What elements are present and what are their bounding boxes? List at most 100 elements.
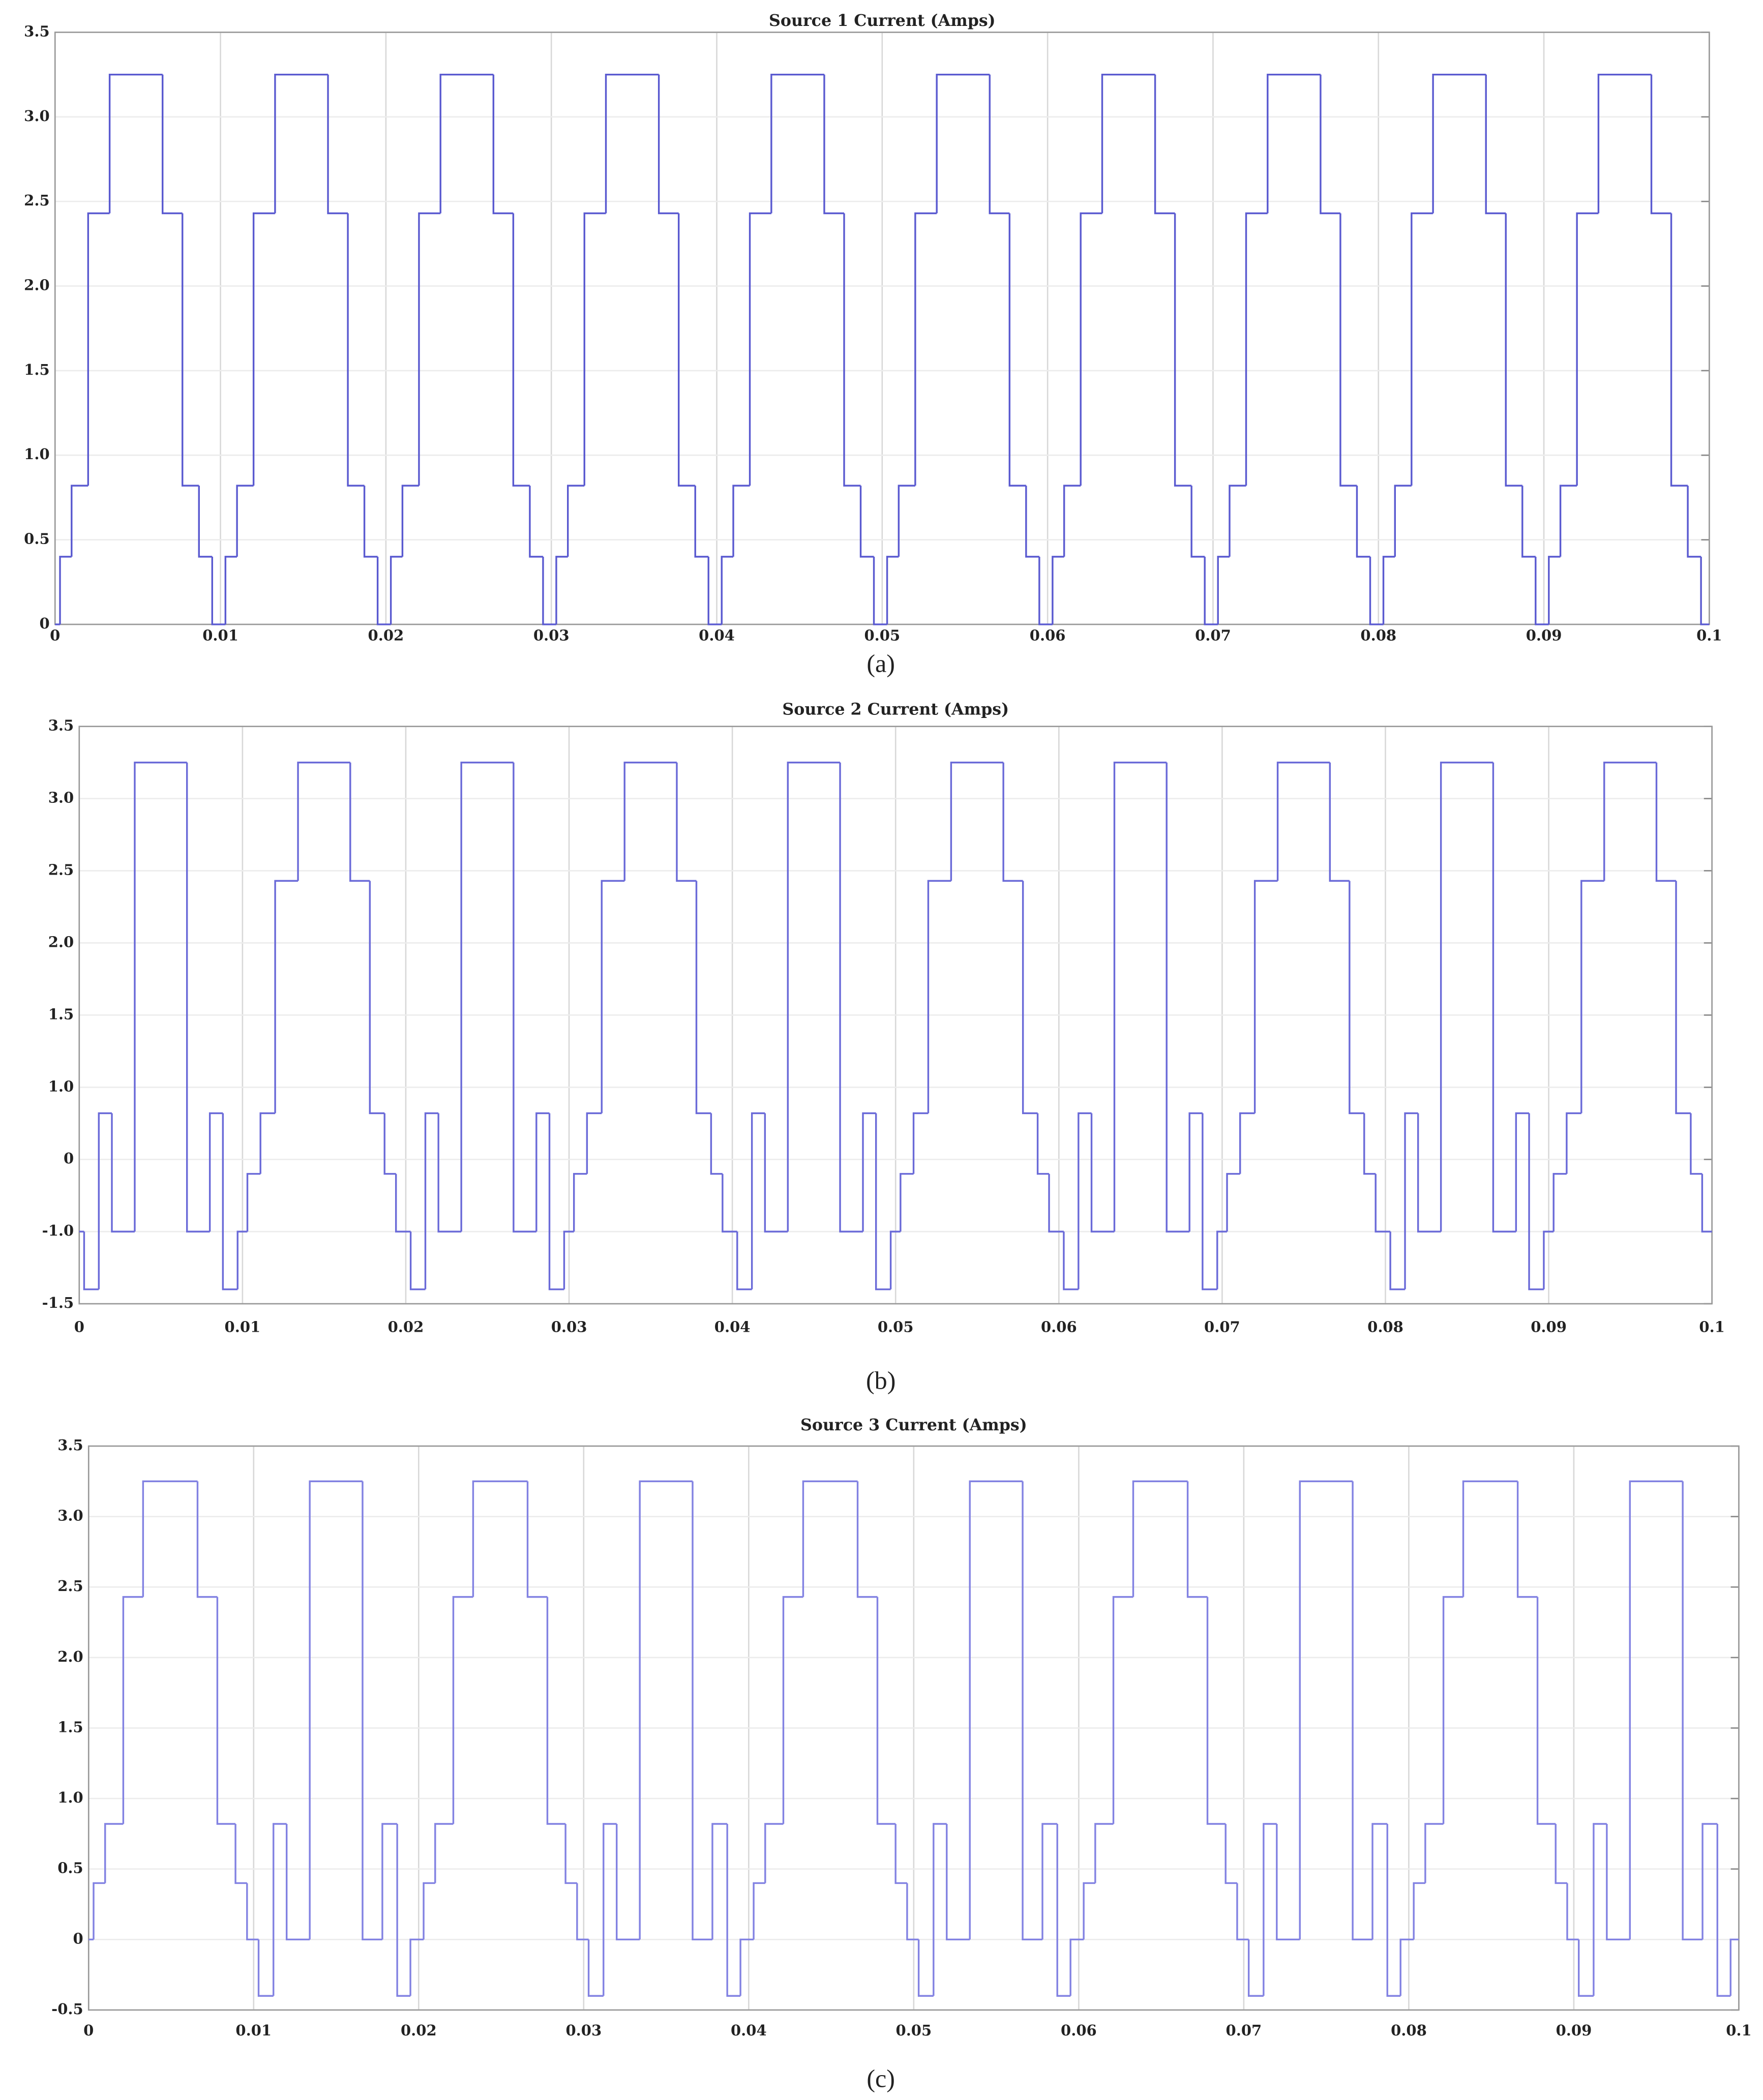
x-tick-label: 0.04 [699, 627, 735, 644]
step-segment [59, 556, 72, 624]
y-tick-label: 2.5 [57, 1577, 83, 1595]
step-segment [823, 74, 844, 215]
step-segment [546, 1597, 566, 1825]
step-segment [383, 1113, 396, 1175]
y-tick-label: -1.5 [42, 1294, 74, 1311]
step-segment [1008, 213, 1026, 487]
step-segment [1593, 1823, 1607, 1996]
step-segment [198, 486, 213, 558]
step-segment [567, 485, 585, 557]
step-segment [381, 1823, 398, 1940]
step-segment [658, 74, 679, 215]
step-segment [1411, 212, 1433, 486]
step-segment [749, 212, 771, 486]
step-segment [1113, 761, 1167, 1232]
step-segment [395, 1174, 411, 1233]
plot-frame [87, 1445, 1740, 2011]
step-segment [1576, 212, 1599, 486]
step-segment [1276, 761, 1330, 881]
y-tick-label: 2.0 [48, 933, 74, 950]
step-segment [1552, 1173, 1567, 1232]
step-segment [460, 761, 514, 1232]
step-segment [196, 1481, 218, 1598]
step-segment [434, 1823, 454, 1883]
step-segment [1566, 1883, 1579, 1941]
y-tick-label: 2.5 [48, 861, 74, 878]
step-segment [694, 486, 709, 558]
step-segment [576, 1883, 589, 1941]
step-segment [583, 212, 606, 486]
step-segment [418, 212, 441, 486]
step-segment [1729, 1938, 1739, 1996]
y-tick-label: 2.0 [57, 1648, 83, 1665]
step-segment [889, 1231, 901, 1289]
step-segment [1339, 213, 1357, 487]
step-segment [933, 1823, 947, 1996]
step-segment [362, 1481, 382, 1941]
step-segment [1022, 881, 1038, 1115]
step-segment [409, 1938, 424, 1996]
step-segment [1206, 1597, 1226, 1825]
step-segment [586, 1112, 602, 1174]
step-segment [274, 73, 328, 214]
step-segment [1374, 1174, 1391, 1233]
step-segment [1682, 1481, 1703, 1941]
x-tick-label: 0.05 [878, 1318, 914, 1336]
step-segment [274, 880, 298, 1114]
step-segment [739, 1938, 754, 1996]
step-segment [401, 485, 419, 557]
step-segment [142, 1480, 198, 1597]
step-segment [1025, 486, 1039, 558]
step-segment [1559, 485, 1577, 557]
step-segment [722, 1174, 737, 1233]
step-segment [1226, 1173, 1240, 1232]
step-segment [770, 73, 824, 214]
step-segment [526, 1481, 548, 1598]
step-segment [726, 1823, 741, 1997]
step-segment [603, 1823, 617, 1996]
y-tick-label: 0.5 [24, 530, 50, 548]
step-segment [1655, 762, 1677, 882]
step-segment [917, 1939, 934, 1997]
step-segment [1216, 1231, 1228, 1289]
step-segment [1629, 1480, 1683, 1940]
x-tick-label: 0.02 [368, 627, 404, 644]
step-segment [875, 1113, 891, 1291]
step-segment [1229, 485, 1246, 557]
step-segment [1263, 1823, 1277, 1996]
step-segment [216, 1597, 236, 1825]
step-segment [259, 1112, 276, 1174]
step-segment [1687, 486, 1701, 558]
x-tick-label: 0.06 [1041, 1318, 1077, 1336]
step-segment [1701, 1823, 1718, 1940]
step-segment [1389, 1232, 1406, 1291]
step-segment [639, 1480, 693, 1940]
step-segment [182, 213, 199, 487]
step-segment [1399, 1938, 1414, 1996]
step-segment [93, 1882, 105, 1940]
step-segment [1063, 485, 1081, 557]
step-segment [936, 73, 990, 214]
step-segment [1543, 1231, 1554, 1289]
y-tick-label: 0 [73, 1930, 83, 1947]
step-segment [1174, 213, 1192, 487]
step-segment [616, 1823, 640, 1941]
step-segment [1670, 213, 1688, 487]
step-segment [1132, 1480, 1188, 1597]
x-tick-label: 0.08 [1367, 1318, 1403, 1336]
step-segment [1036, 1113, 1050, 1175]
step-segment [1078, 1112, 1092, 1289]
step-segment [1535, 556, 1549, 625]
step-segment [1548, 556, 1561, 624]
x-tick-label: 0.04 [731, 2022, 767, 2039]
x-tick-label: 0.01 [235, 2022, 272, 2039]
step-segment [732, 485, 750, 557]
step-segment [396, 1823, 411, 1997]
step-segment [1424, 1823, 1444, 1883]
step-segment [676, 762, 697, 882]
step-segment [711, 1823, 728, 1940]
step-segment [764, 1823, 784, 1883]
step-segment [363, 486, 378, 558]
step-segment [721, 556, 734, 624]
step-segment [529, 486, 543, 558]
